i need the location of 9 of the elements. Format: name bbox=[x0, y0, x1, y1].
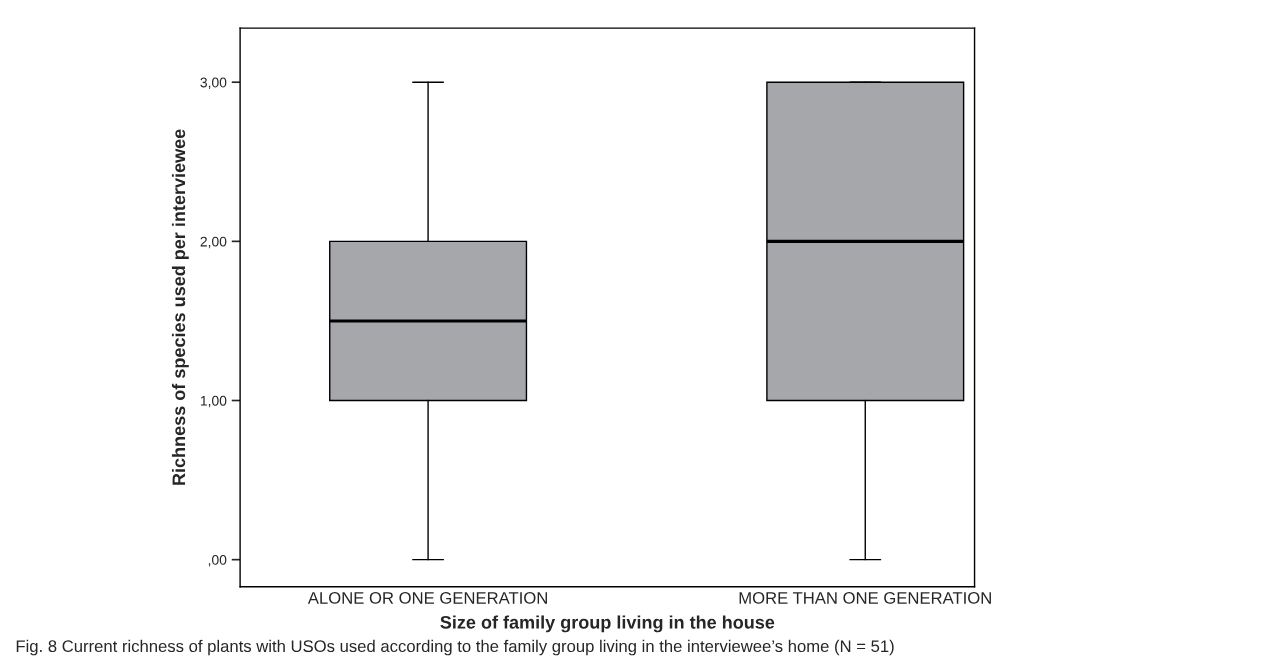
y-tick-label: 3,00 bbox=[200, 77, 227, 90]
caption: Fig. 8 Current richness of plants with USOs used according to the family group living in the interviewee’s home (N = 51) bbox=[16, 639, 894, 656]
y-axis-title: Richness of species used per interviewee bbox=[171, 129, 189, 485]
x-tick-label: MORE THAN ONE GENERATION bbox=[739, 592, 991, 604]
y-tick-label: 2,00 bbox=[200, 236, 227, 249]
y-tick-label: 1,00 bbox=[200, 395, 227, 408]
x-axis-title: Size of family group living in the house bbox=[440, 615, 775, 633]
x-tick-label: ALONE OR ONE GENERATION bbox=[307, 592, 547, 604]
y-tick-label: ,00 bbox=[208, 554, 227, 567]
